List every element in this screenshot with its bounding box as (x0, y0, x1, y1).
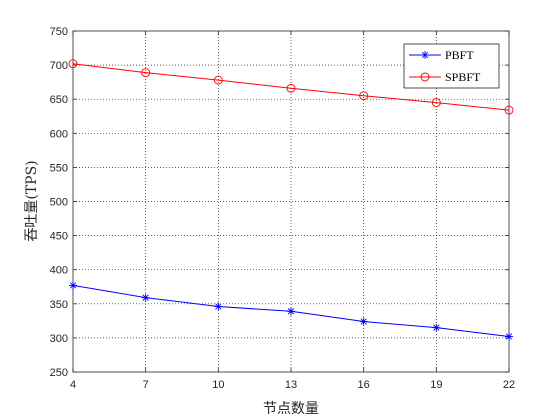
data-point-spbft (431, 98, 441, 108)
y-tick-label: 650 (50, 94, 68, 106)
data-point-spbft (359, 91, 369, 101)
data-point-spbft (213, 75, 223, 85)
data-point-pbft (359, 317, 368, 326)
y-tick-label: 750 (50, 26, 68, 38)
data-point-pbft (432, 323, 441, 332)
legend-label-spbft: SPBFT (445, 70, 481, 84)
x-axis-ticks: 4 7 10 13 16 19 22 (70, 31, 515, 391)
x-tick-label: 4 (70, 379, 76, 391)
x-tick-label: 22 (503, 379, 515, 391)
series-group (68, 59, 514, 341)
data-point-spbft (141, 68, 151, 78)
data-point-pbft (505, 332, 513, 341)
x-tick-label: 13 (285, 379, 297, 391)
data-point-spbft (68, 59, 78, 69)
legend-marker-pbft (421, 51, 429, 59)
y-tick-label: 700 (50, 60, 68, 72)
x-axis-label: 节点数量 (263, 401, 319, 417)
y-tick-label: 450 (50, 231, 68, 243)
y-tick-label: 350 (50, 299, 68, 311)
y-tick-label: 500 (50, 197, 68, 209)
y-axis-ticks: 250 300 350 400 450 500 550 600 650 700 750 (50, 26, 509, 379)
x-tick-label: 7 (143, 379, 149, 391)
y-tick-label: 400 (50, 265, 68, 277)
data-point-pbft (214, 302, 223, 311)
y-tick-label: 300 (50, 333, 68, 345)
legend-box (403, 43, 500, 89)
legend: PBFT SPBFT (403, 43, 500, 89)
legend-marker-spbft (420, 72, 430, 82)
data-point-pbft (287, 307, 295, 316)
y-tick-label: 600 (50, 128, 68, 140)
data-point-pbft (141, 293, 150, 302)
series-pbft (69, 281, 513, 341)
x-tick-label: 16 (358, 379, 370, 391)
data-point-spbft (504, 105, 514, 115)
series-line-spbft (72, 63, 510, 111)
x-tick-label: 19 (430, 379, 442, 391)
data-point-spbft (286, 83, 296, 93)
series-spbft (68, 59, 514, 115)
x-tick-label: 10 (212, 379, 224, 391)
y-tick-label: 550 (50, 162, 68, 174)
legend-label-pbft: PBFT (445, 48, 474, 62)
y-axis-label: 吞吐量(TPS) (24, 160, 40, 241)
y-tick-label: 250 (50, 367, 68, 379)
data-point-pbft (69, 281, 77, 290)
